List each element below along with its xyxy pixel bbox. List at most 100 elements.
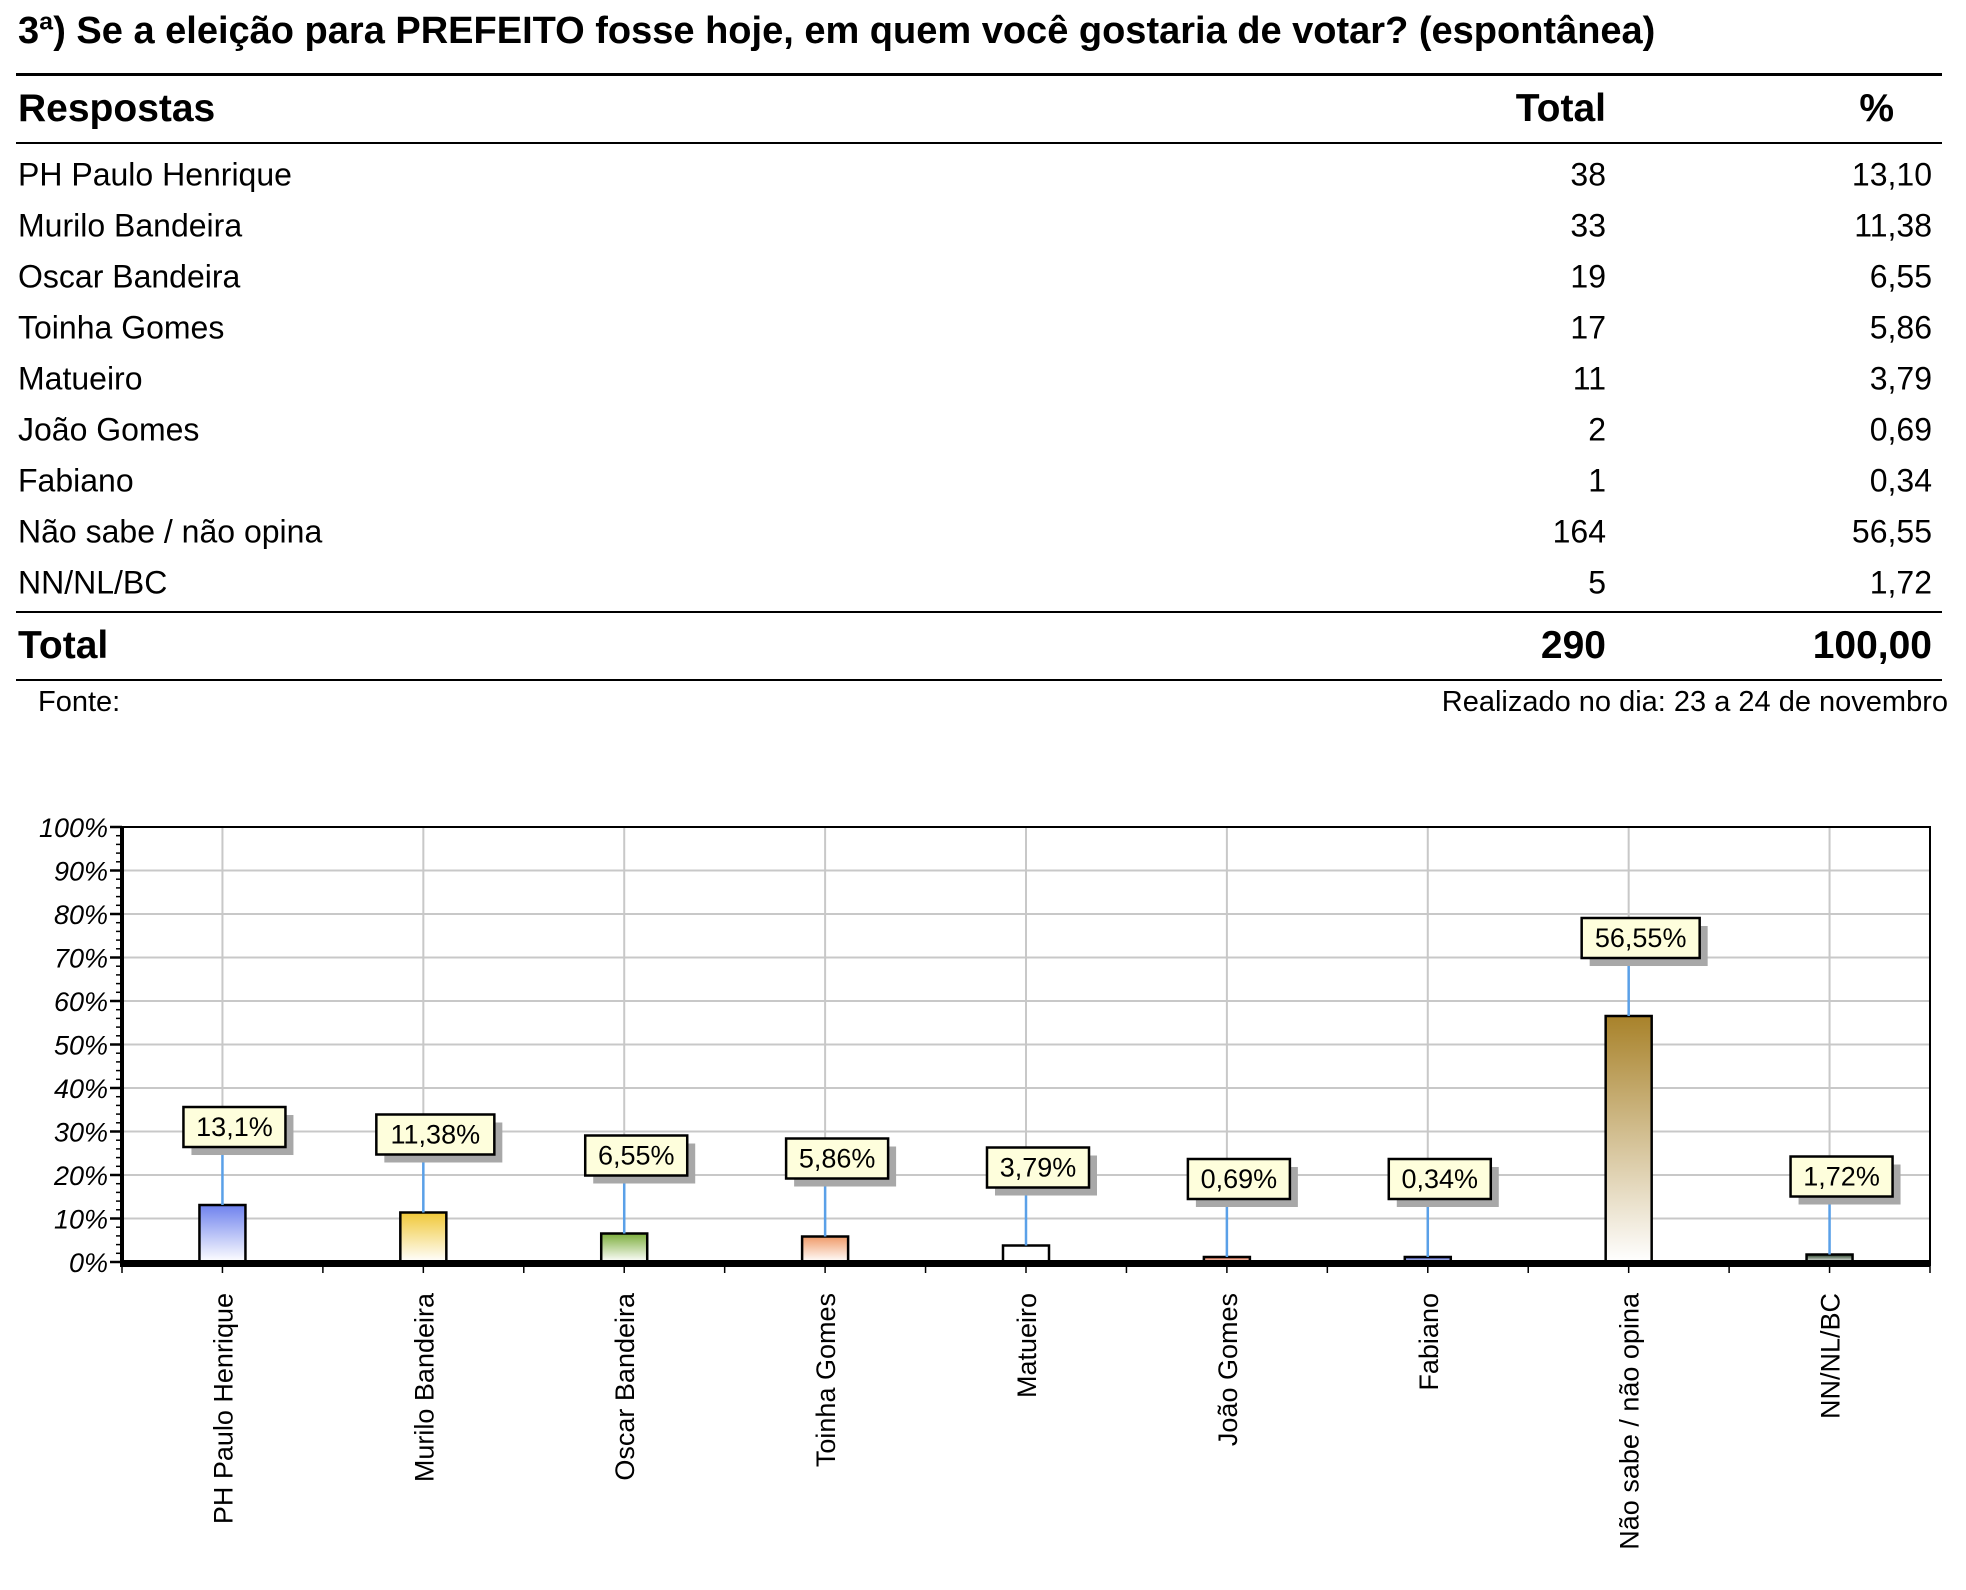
row-label: Não sabe / não opina [18,513,323,549]
table-row: Fabiano 1 0,34 [16,455,1942,506]
row-label: Fabiano [18,462,134,498]
row-label: Toinha Gomes [18,309,225,345]
x-category-label: NN/NL/BC [1816,1293,1846,1419]
row-percent: 56,55 [1851,513,1932,549]
total-rule [16,611,1942,613]
row-percent: 5,86 [1869,309,1932,345]
y-tick-label: 20% [53,1161,108,1191]
table-row: Murilo Bandeira 33 11,38 [16,200,1942,251]
row-total: 17 [1570,309,1606,345]
data-label-box [985,1146,1091,1189]
table-row: Matueiro 11 3,79 [16,353,1942,404]
row-label: Murilo Bandeira [18,207,243,243]
header-respostas: Respostas [18,87,216,130]
chart-bar [599,1232,649,1264]
row-percent: 0,34 [1869,462,1932,498]
chart-bar [198,1203,247,1264]
x-category-label: Não sabe / não opina [1615,1292,1645,1550]
x-category-label: Toinha Gomes [811,1293,841,1467]
x-category-label: João Gomes [1213,1293,1243,1446]
total-count: 290 [1540,624,1606,667]
table-total-row: Total 290 100,00 [16,613,1942,679]
row-label: João Gomes [18,411,200,447]
x-category-label: Murilo Bandeira [409,1292,439,1482]
survey-date: Realizado no dia: 23 a 24 de novembro [1441,686,1948,718]
y-tick-label: 10% [54,1205,108,1235]
data-label: 3,79% [1000,1153,1077,1183]
y-tick-label: 90% [54,857,108,887]
y-tick-label: 100% [39,813,108,843]
row-percent: 1,72 [1869,564,1932,600]
data-label-box [583,1134,689,1177]
data-label-box [1789,1155,1894,1198]
row-total: 11 [1572,360,1606,396]
table-row: NN/NL/BC 5 1,72 [16,557,1942,608]
row-label: Matueiro [18,360,143,396]
table-row: PH Paulo Henrique 38 13,10 [16,149,1942,200]
table-row: Toinha Gomes 17 5,86 [16,302,1942,353]
data-label-box [182,1105,287,1149]
chart-bar [1604,1014,1653,1264]
page-title: 3ª) Se a eleição para PREFEITO fosse hoj… [18,10,1656,52]
x-category-label: Fabiano [1414,1293,1444,1391]
table-row: João Gomes 2 0,69 [16,404,1942,455]
row-total: 1 [1588,462,1606,498]
row-total: 38 [1570,156,1606,192]
row-total: 2 [1588,411,1606,447]
results-table: Respostas Total % PH Paulo Henrique 38 13,… [16,76,1942,681]
table-body: PH Paulo Henrique 38 13,10 Murilo Bandeira 3… [16,149,1942,608]
row-total: 19 [1570,258,1606,294]
chart-labels: 0% 10% 20% 30% 40% 50% 60% 70% 80% 90% 100% PH Paul… [39,813,1901,1550]
chart-axes [110,825,1931,1273]
table-row: Oscar Bandeira 19 6,55 [16,251,1942,302]
row-total: 5 [1588,564,1606,600]
data-label: 6,55% [598,1141,675,1171]
y-tick-label: 50% [54,1031,108,1061]
header-rule [16,142,1942,144]
y-tick-label: 40% [54,1074,108,1104]
x-category-label: Matueiro [1012,1293,1042,1398]
row-percent: 3,79 [1869,360,1932,396]
data-label-box [1580,916,1701,960]
y-tick-label: 0% [69,1248,108,1278]
table-bottom-rule [16,679,1942,681]
data-label: 13,1% [196,1112,273,1142]
y-tick-label: 60% [54,987,108,1017]
data-label: 11,38% [391,1119,481,1149]
chart-bars [198,1014,1854,1264]
header-percent: % [1859,87,1894,130]
x-category-label: Oscar Bandeira [610,1292,640,1481]
data-label: 56,55% [1595,923,1687,953]
data-label-box [375,1113,496,1156]
data-label-box [1387,1157,1493,1201]
table-top-rule [16,73,1942,76]
source-label: Fonte: [38,686,121,718]
row-label: PH Paulo Henrique [18,156,292,192]
y-tick-label: 30% [54,1118,108,1148]
chart-bar [800,1235,850,1264]
data-label: 0,34% [1401,1164,1478,1194]
data-label: 0,69% [1201,1164,1278,1194]
row-percent: 11,38 [1854,207,1932,243]
total-percent: 100,00 [1812,624,1932,667]
header-total: Total [1515,87,1606,130]
row-total: 164 [1552,513,1606,549]
chart-bar [399,1211,448,1264]
chart-bar [1001,1244,1051,1264]
table-row: Não sabe / não opina 164 56,55 [16,506,1942,557]
row-percent: 13,10 [1851,156,1932,192]
table-header: Respostas Total % [16,76,1942,142]
y-tick-label: 80% [54,900,108,930]
bar-chart: 0% 10% 20% 30% 40% 50% 60% 70% 80% 90% 100% PH Paul… [39,813,1931,1550]
row-label: Oscar Bandeira [18,258,241,294]
y-tick-label: 70% [54,944,108,974]
data-label-box [1186,1157,1292,1201]
row-total: 33 [1570,207,1606,243]
data-label: 1,72% [1803,1162,1880,1192]
data-label-box [784,1137,890,1180]
row-percent: 6,55 [1869,258,1932,294]
x-axis-baseline [122,1260,1930,1264]
total-label: Total [18,624,109,667]
row-label: NN/NL/BC [18,564,168,600]
x-category-label: PH Paulo Henrique [208,1293,238,1524]
